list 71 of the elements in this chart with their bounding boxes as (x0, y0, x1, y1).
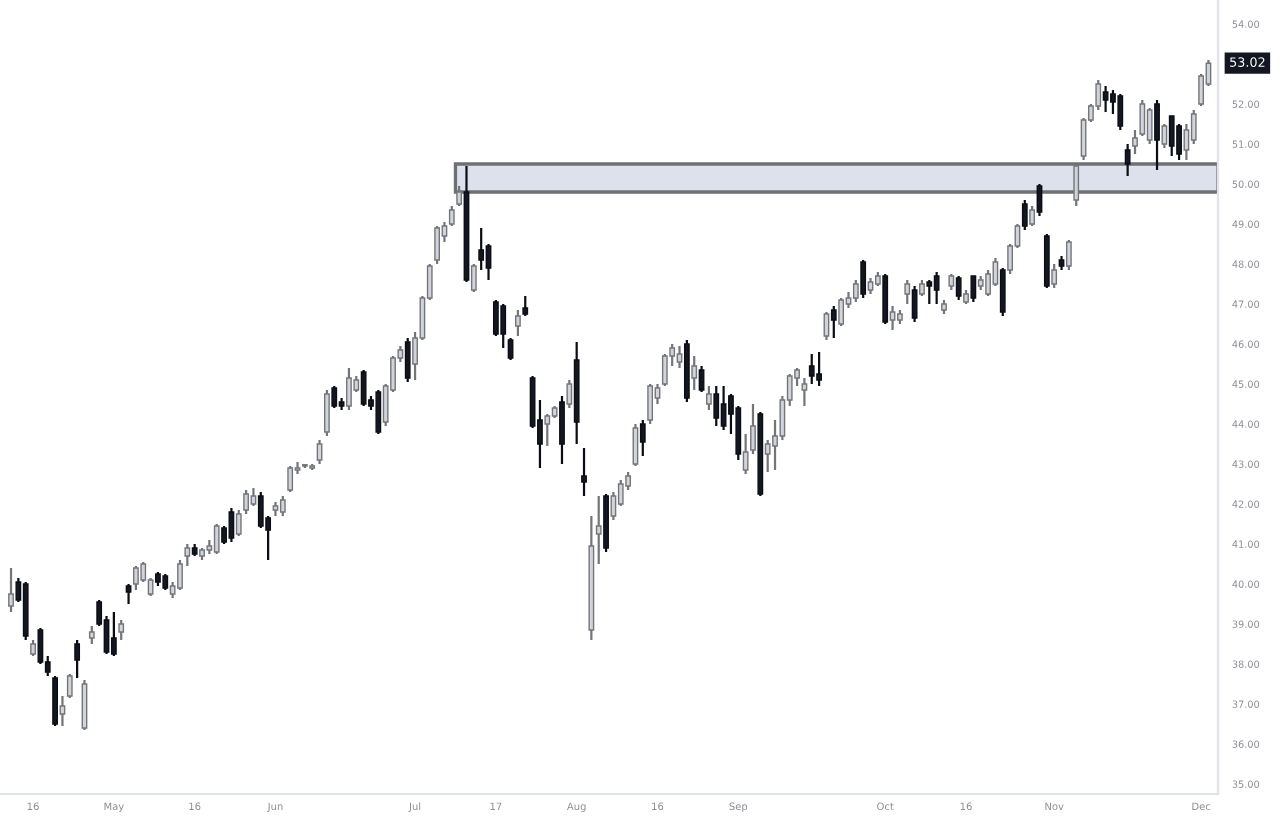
candlestick (999, 266, 1006, 318)
candlestick (581, 446, 587, 498)
candlestick (346, 366, 352, 412)
candlestick (515, 308, 521, 338)
candlestick (911, 284, 918, 324)
candlestick (816, 350, 823, 388)
candlestick (500, 302, 507, 350)
candlestick (88, 624, 95, 646)
candlestick (74, 638, 81, 680)
candlestick (133, 564, 139, 592)
candlestick (118, 618, 125, 642)
candlestick (882, 272, 889, 326)
candlestick (213, 522, 220, 556)
candlestick (992, 256, 999, 288)
candlestick (1124, 142, 1131, 178)
candlestick (639, 418, 646, 458)
candlestick (926, 278, 933, 306)
candlestick (1146, 106, 1153, 146)
candlestick (610, 490, 617, 522)
candlestick (331, 384, 338, 410)
candlestick (1051, 262, 1058, 290)
candlestick (970, 274, 977, 304)
candlestick (287, 464, 294, 494)
candlestick (8, 566, 14, 614)
candlestick (404, 336, 411, 384)
candlestick (279, 494, 286, 518)
candlestick (1021, 198, 1028, 232)
candlestick (375, 388, 382, 436)
candlestick (1161, 122, 1168, 150)
candlestick (434, 224, 440, 266)
candlestick (485, 242, 492, 282)
candlestick (838, 296, 845, 328)
candlestick (360, 368, 367, 408)
candlestick (470, 262, 477, 294)
candlestick (250, 486, 257, 508)
candlestick (904, 278, 911, 306)
candlestick (808, 352, 815, 386)
candlestick (52, 674, 58, 728)
candlestick (125, 582, 132, 606)
candlestick (544, 412, 551, 448)
candlestick (801, 376, 808, 408)
candlestick (1065, 238, 1072, 272)
candlestick (823, 310, 830, 342)
candlestick (1102, 84, 1109, 114)
candlestick (316, 438, 323, 466)
candlestick (1168, 114, 1175, 158)
candlestick (595, 494, 602, 566)
candlestick (324, 388, 330, 438)
candlestick (1176, 122, 1182, 162)
candlestick (647, 382, 654, 426)
candlestick (706, 384, 712, 412)
candlestick (691, 354, 698, 392)
candlestick (720, 384, 727, 432)
candlestick (1117, 92, 1124, 132)
candlestick (830, 304, 837, 340)
candlestick (522, 294, 529, 318)
candlestick (478, 226, 485, 272)
candlestick (860, 258, 867, 300)
candlestick (110, 610, 117, 658)
candlestick (698, 364, 705, 394)
candlestick (676, 344, 683, 370)
candlestick (852, 278, 859, 304)
candlestick (559, 394, 565, 466)
candlestick (933, 270, 940, 306)
candlestick (1154, 98, 1160, 172)
candlestick (1029, 204, 1036, 228)
candlestick (713, 384, 720, 428)
candlestick (955, 274, 962, 302)
candlestick (889, 304, 896, 332)
candlestick (507, 336, 514, 362)
candlestick (566, 378, 573, 410)
